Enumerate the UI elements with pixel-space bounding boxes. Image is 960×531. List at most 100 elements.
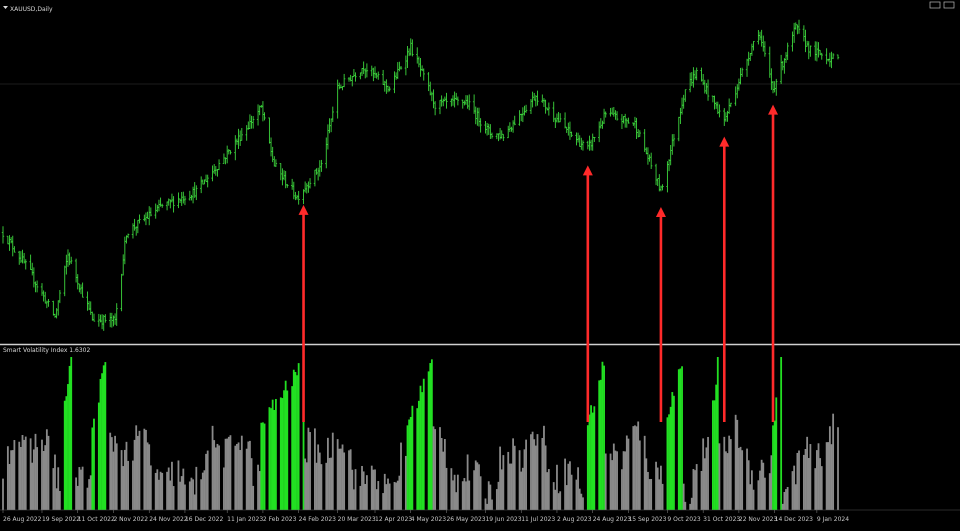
volatility-bar-high [408,419,411,510]
volatility-bar [638,440,641,510]
volatility-bar-high [775,397,778,510]
volatility-bar [569,461,571,510]
volatility-bar-high [673,395,675,510]
volatility-bar [351,469,354,510]
volatility-bar [637,421,640,510]
volatility-bar [565,485,568,510]
price-panel[interactable] [0,19,960,331]
volatility-bar [42,451,45,510]
volatility-bar [728,435,731,510]
price-bar [479,118,482,133]
volatility-bar [768,473,771,510]
x-tick-label: 11 Oct 2022 [78,516,115,523]
volatility-bar [206,450,209,510]
price-bar [661,184,664,191]
volatility-panel[interactable]: Smart Volatility Index 1.6302 [2,347,839,510]
volatility-bar-high [406,425,409,510]
price-bar [81,282,84,298]
volatility-bar [80,469,82,510]
volatility-bar [201,472,204,510]
volatility-bar [6,446,9,510]
volatility-bar [54,454,56,510]
volatility-bar-high [104,362,107,510]
volatility-bar [729,439,732,510]
arrows-layer [298,104,779,422]
volatility-bar-high [292,369,295,510]
restore-icon[interactable] [929,1,941,9]
volatility-bar-high [773,420,776,510]
volatility-bar-high [102,365,105,510]
volatility-bar [2,478,4,510]
volatility-bar [317,444,320,510]
volatility-bar [136,435,139,510]
volatility-bar [656,467,659,510]
volatility-bar [541,437,544,510]
close-icon[interactable] [943,1,955,9]
volatility-bar [44,445,47,510]
volatility-bar [125,441,128,510]
arrow-marker [298,204,309,422]
price-bar [490,132,494,139]
price-bar [286,183,289,188]
volatility-bar [240,435,243,510]
volatility-bar [707,436,709,510]
arrow-marker [582,165,593,422]
volatility-bar [223,467,225,510]
window-controls-icon[interactable] [929,1,955,9]
volatility-bar [393,481,396,510]
volatility-bar-high [294,371,297,510]
volatility-bar-high [590,405,592,510]
volatility-bar [759,470,761,510]
price-bar [365,63,369,78]
volatility-bar [621,469,623,510]
volatility-bar [798,450,800,510]
volatility-bar [497,481,500,510]
volatility-bar-high [262,422,264,510]
volatility-bar-high [713,400,716,510]
volatility-bar [445,467,448,510]
volatility-bar [802,454,805,510]
volatility-bar-high [430,359,433,510]
volatility-bar [133,439,136,510]
volatility-bar-high [275,398,277,510]
window-title[interactable]: XAUUSD,Daily [3,6,53,13]
x-tick-label: 19 Jun 2023 [485,516,521,523]
volatility-bar [770,455,773,510]
x-tick-label: 2 Nov 2022 [113,516,148,523]
price-bar [399,65,403,70]
volatility-bar [314,428,316,510]
x-tick-label: 14 Dec 2023 [775,516,814,523]
volatility-bar [499,446,502,510]
price-bar [547,102,551,116]
volatility-bar-high [281,398,284,510]
volatility-bar-high [270,408,272,510]
triangle-down-icon[interactable] [3,6,8,9]
volatility-bar [456,474,459,510]
volatility-bar [635,426,638,510]
volatility-bar [439,427,441,510]
volatility-bar [180,476,183,510]
volatility-bar [806,436,809,510]
price-bar [456,96,460,106]
x-tick-label: 19 Sep 2022 [42,516,80,523]
price-bar [433,101,437,116]
volatility-bar [556,464,558,510]
volatility-bar [190,477,193,510]
volatility-bar-high [715,384,718,510]
volatility-bar-high [679,368,682,510]
volatility-bar [362,471,365,510]
volatility-bar [29,438,32,510]
x-tick-label: 9 Jan 2024 [817,516,849,523]
volatility-bar [236,443,238,510]
volatility-bar [55,488,58,510]
volatility-bar [508,463,511,510]
volatility-bar [193,494,196,510]
volatility-bar [786,486,789,510]
arrow-marker [655,207,666,422]
volatility-bar [739,446,742,510]
volatility-bar [757,480,760,510]
volatility-bar [559,491,562,510]
